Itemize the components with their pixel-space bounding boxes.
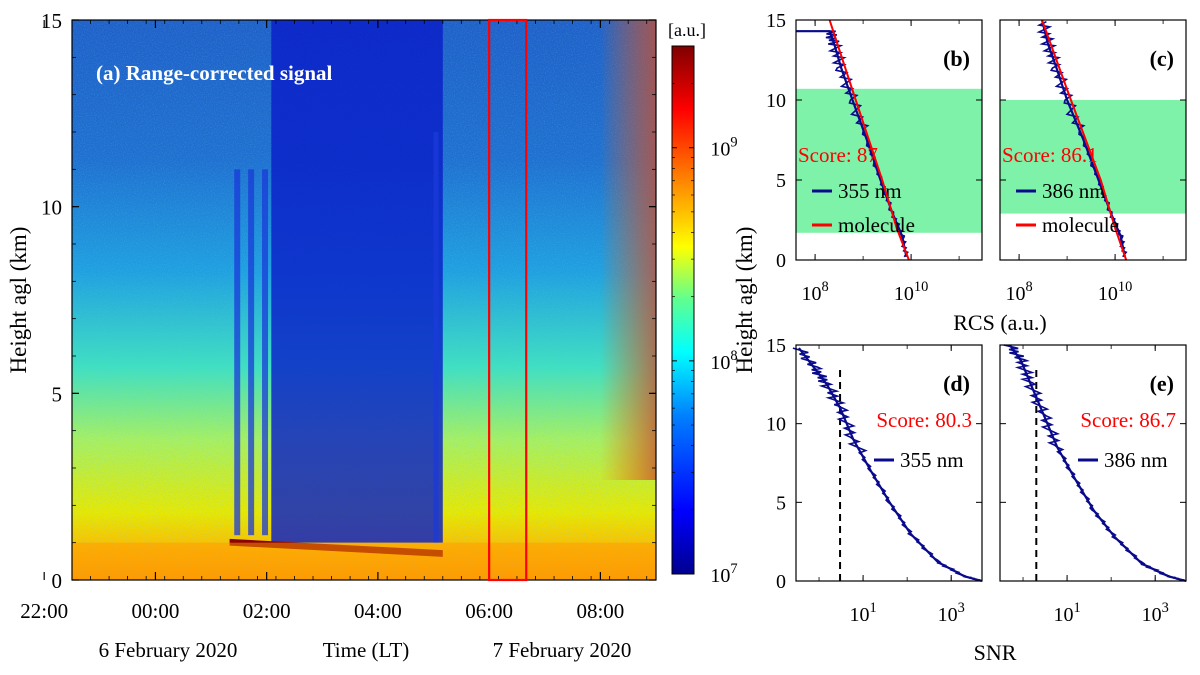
cloud-streak-0 — [234, 169, 241, 536]
legend-label-c-1: molecule — [1042, 213, 1119, 237]
score-d: Score: 80.3 — [876, 408, 972, 432]
heatmap-x-tick-label-1: 00:00 — [132, 599, 180, 623]
panel-label-c: (c) — [1150, 46, 1174, 71]
heatmap-x-tick-label-5: 08:00 — [576, 599, 624, 623]
heatmap-x-tick-label-3: 04:00 — [354, 599, 402, 623]
colorbar-tick-label-1: 108 — [710, 348, 737, 374]
legend-label-d-0: 355 nm — [900, 448, 964, 472]
panel-frame-b — [795, 19, 983, 261]
colorbar-tick-label-0: 107 — [710, 561, 737, 587]
panel-e: 386 nm (e) Score: 86.7 101 103 — [999, 344, 1187, 626]
legend-label-b-1: molecule — [838, 213, 915, 237]
panel-frame-d — [795, 344, 983, 582]
panel-d: 355 nm (d) Score: 80.3 0 5 10 15 101 103 — [766, 335, 983, 626]
y-tick-label-d-2: 10 — [766, 414, 786, 436]
heatmap-title: (a) Range-corrected signal — [96, 61, 333, 85]
panel-a: 0 5 10 15 22:00 00:00 02:00 04:00 06:00 08:00 (a)… — [6, 9, 657, 662]
score-c: Score: 86.1 — [1002, 143, 1098, 167]
colorbar-unit: [a.u.] — [668, 20, 706, 40]
heatmap-y-tick-label-3: 15 — [41, 9, 62, 33]
y-tick-label-d-0: 0 — [776, 571, 786, 593]
y-tick-label-b-1: 5 — [776, 170, 786, 192]
heatmap-x-tick-label-2: 02:00 — [243, 599, 291, 623]
series-line-b-1 — [828, 19, 910, 261]
series-noise-d-0 — [792, 347, 981, 582]
panel-frame-e — [999, 344, 1187, 582]
legend-label-c-0: 386 nm — [1042, 179, 1106, 203]
legend-label-b-0: 355 nm — [838, 179, 902, 203]
cloud-streak-2 — [262, 169, 269, 536]
panel-b: 355 nm molecule (b) Score: 87 0 5 10 15 108 1010 — [766, 10, 983, 305]
y-tick-label-b-0: 0 — [776, 250, 786, 272]
highlight-box[interactable] — [488, 18, 528, 582]
heatmap-y-tick-label-2: 10 — [41, 196, 62, 220]
y-tick-label-d-3: 15 — [766, 335, 786, 357]
score-e: Score: 86.7 — [1080, 408, 1176, 432]
x-tick-label-d-1: 103 — [938, 600, 965, 626]
colorbar-ticks: 107 108 109 — [672, 45, 738, 587]
rcs-x-axis-label: RCS (a.u.) — [953, 310, 1047, 335]
date-label-start: 6 February 2020 — [99, 638, 238, 662]
x-tick-label-b-1: 1010 — [894, 279, 928, 305]
colorbar-gradient — [671, 45, 695, 575]
heatmap-y-tick-label-0: 0 — [52, 569, 63, 593]
x-tick-label-e-0: 101 — [1053, 600, 1080, 626]
aerosol-layer — [72, 542, 656, 580]
legend-label-e-0: 386 nm — [1104, 448, 1168, 472]
heatmap-cloud-overlay — [72, 20, 656, 580]
heatmap-x-tick-label-0: 22:00 — [20, 599, 68, 623]
heatmap-y-axis-label: Height agl (km) — [6, 227, 31, 374]
x-tick-label-c-0: 108 — [1005, 279, 1032, 305]
heatmap-x-axis-label: Time (LT) — [323, 638, 410, 662]
date-label-end: 7 February 2020 — [493, 638, 632, 662]
cloud-streak-1 — [248, 169, 255, 536]
x-tick-label-e-1: 103 — [1142, 600, 1169, 626]
panel-label-e: (e) — [1150, 371, 1174, 396]
panel-label-b: (b) — [943, 46, 970, 71]
panel-frame-c — [999, 19, 1187, 261]
score-b: Score: 87 — [798, 143, 878, 167]
panel-label-d: (d) — [943, 371, 970, 396]
right-y-axis-label: Height agl (km) — [732, 227, 757, 374]
series-noise-e-0 — [1003, 344, 1185, 582]
y-tick-label-b-3: 15 — [766, 10, 786, 32]
x-tick-label-b-0: 108 — [801, 279, 828, 305]
x-tick-label-c-1: 1010 — [1098, 279, 1132, 305]
series-noise-b-0 — [797, 30, 909, 258]
colorbar-tick-label-2: 109 — [710, 135, 737, 161]
colorbar: [a.u.] 107 108 109 — [668, 20, 738, 587]
heatmap-x-tick-label-4: 06:00 — [465, 599, 513, 623]
snr-x-axis-label: SNR — [974, 640, 1017, 665]
series-line-c-1 — [1041, 19, 1128, 261]
heatmap-right-edge — [600, 20, 656, 480]
y-tick-label-b-2: 10 — [766, 90, 786, 112]
heatmap-y-tick-label-1: 5 — [52, 382, 63, 406]
panel-c: 386 nm molecule (c) Score: 86.1 108 1010 — [999, 19, 1187, 305]
x-tick-label-d-0: 101 — [849, 600, 876, 626]
heatmap-frame — [71, 19, 657, 581]
cloud-shadow-region — [271, 20, 443, 543]
y-tick-label-d-1: 5 — [776, 492, 786, 514]
cloud-streak-3 — [433, 132, 439, 543]
